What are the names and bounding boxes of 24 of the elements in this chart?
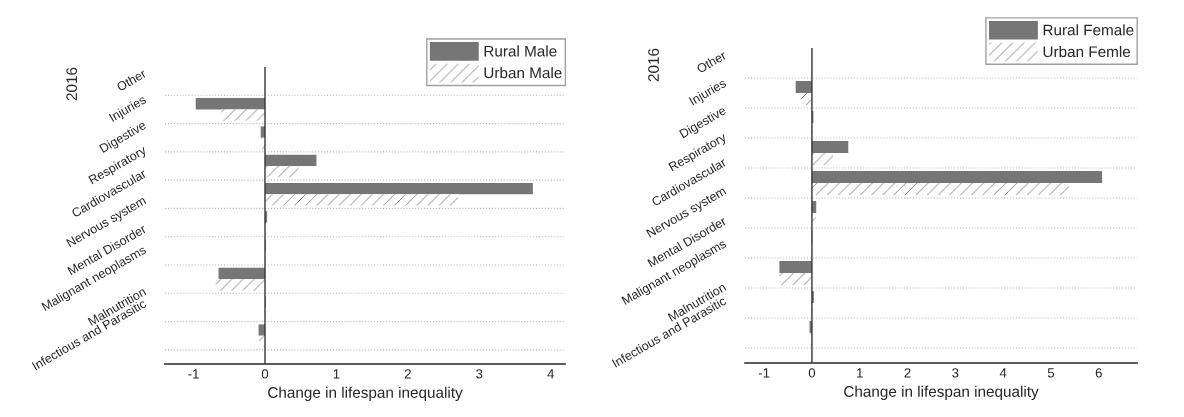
legend-label: Rural Male bbox=[484, 45, 557, 57]
x-tick-label: 0 bbox=[808, 368, 816, 378]
x-tick-label: 2 bbox=[404, 369, 411, 379]
x-tick-label: 3 bbox=[952, 368, 959, 378]
legend-label: Rural Female bbox=[1043, 24, 1134, 36]
x-tick-label: 4 bbox=[999, 368, 1007, 378]
text: 2016 bbox=[648, 48, 659, 82]
legend-label: Urban Femle bbox=[1043, 45, 1131, 58]
x-tick-label: 4 bbox=[547, 369, 554, 379]
x-tick-label: -1 bbox=[188, 369, 199, 379]
x-axis-title: Change in lifespan inequality bbox=[844, 385, 1039, 400]
x-tick-label: -1 bbox=[758, 368, 770, 378]
x-tick-label: 5 bbox=[1047, 368, 1055, 378]
y-tick-label: Other bbox=[115, 68, 147, 92]
x-tick-label: 0 bbox=[261, 369, 269, 379]
y-tick-label: Other bbox=[695, 50, 727, 74]
legend-label: Urban Male bbox=[484, 67, 562, 79]
x-tick-label: 1 bbox=[333, 369, 340, 379]
x-tick-label: 1 bbox=[857, 368, 863, 378]
x-axis-title: Change in lifespan inequality bbox=[268, 386, 463, 401]
x-tick-label: 3 bbox=[476, 369, 483, 379]
x-tick-label: 6 bbox=[1095, 368, 1102, 378]
x-tick-label: 2 bbox=[904, 368, 911, 378]
text: 2016 bbox=[66, 67, 78, 101]
